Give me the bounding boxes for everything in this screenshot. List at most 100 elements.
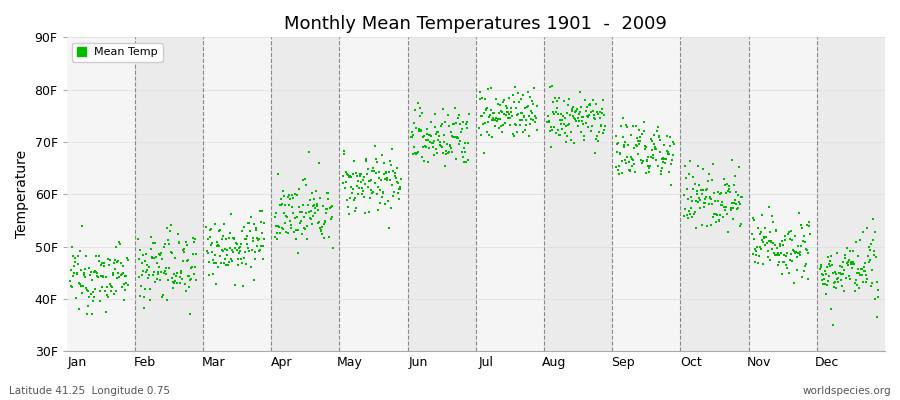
Point — [558, 114, 572, 121]
Point — [752, 230, 767, 237]
Point — [592, 115, 607, 121]
Point — [624, 154, 638, 160]
Point — [520, 104, 535, 110]
Point — [254, 242, 268, 249]
Point — [628, 169, 643, 175]
Point — [555, 126, 570, 132]
Point — [474, 94, 489, 101]
Point — [644, 154, 658, 160]
Point — [270, 235, 284, 242]
Point — [610, 149, 625, 156]
Point — [131, 235, 146, 242]
Point — [427, 152, 441, 158]
Point — [371, 184, 385, 191]
Point — [151, 264, 166, 270]
Point — [448, 134, 463, 140]
Bar — [612, 37, 680, 351]
Point — [303, 216, 318, 222]
Point — [567, 140, 581, 146]
Point — [802, 219, 816, 226]
Point — [206, 257, 220, 264]
Point — [231, 256, 246, 262]
Point — [178, 281, 193, 287]
Point — [591, 138, 606, 144]
Point — [341, 172, 356, 178]
Point — [755, 237, 770, 243]
Point — [324, 203, 338, 209]
Point — [501, 115, 516, 121]
Point — [681, 196, 696, 202]
Point — [429, 146, 444, 152]
Point — [98, 274, 112, 280]
Point — [824, 305, 839, 312]
Point — [791, 210, 806, 216]
Point — [291, 249, 305, 256]
Point — [865, 280, 879, 286]
Point — [94, 273, 108, 279]
Point — [638, 146, 652, 152]
Point — [293, 219, 308, 226]
Point — [629, 134, 643, 141]
Point — [818, 271, 832, 278]
Point — [284, 192, 299, 198]
Point — [783, 257, 797, 264]
Point — [793, 252, 807, 258]
Point — [496, 99, 510, 106]
Point — [623, 168, 637, 174]
Point — [275, 224, 290, 231]
Point — [68, 255, 82, 261]
Point — [577, 133, 591, 139]
Point — [814, 264, 828, 270]
Point — [724, 199, 739, 206]
Point — [763, 229, 778, 236]
Point — [547, 111, 562, 117]
Point — [316, 203, 330, 209]
Point — [225, 246, 239, 253]
Point — [785, 258, 799, 264]
Point — [491, 100, 505, 107]
Point — [790, 267, 805, 273]
Point — [500, 109, 515, 115]
Point — [371, 206, 385, 213]
Point — [338, 168, 353, 175]
Point — [415, 154, 429, 161]
Point — [508, 122, 523, 128]
Point — [835, 282, 850, 289]
Point — [210, 243, 224, 249]
Point — [277, 193, 292, 199]
Point — [375, 188, 390, 195]
Point — [723, 186, 737, 192]
Point — [292, 208, 307, 215]
Point — [472, 88, 487, 95]
Point — [248, 256, 262, 262]
Point — [112, 274, 127, 281]
Point — [726, 204, 741, 211]
Point — [231, 245, 246, 251]
Point — [452, 141, 466, 147]
Point — [580, 114, 595, 120]
Point — [854, 266, 868, 272]
Point — [436, 132, 451, 139]
Point — [761, 238, 776, 244]
Point — [827, 279, 842, 285]
Point — [860, 253, 875, 259]
Point — [488, 117, 502, 124]
Point — [67, 270, 81, 276]
Point — [779, 252, 794, 259]
Point — [237, 255, 251, 262]
Point — [841, 262, 855, 268]
Point — [572, 108, 587, 115]
Point — [518, 114, 532, 120]
Point — [230, 241, 244, 247]
Point — [647, 131, 662, 138]
Point — [420, 126, 435, 132]
Point — [587, 114, 601, 121]
Point — [271, 171, 285, 177]
Point — [437, 139, 452, 145]
Point — [179, 238, 194, 245]
Point — [409, 107, 423, 114]
Point — [764, 238, 778, 244]
Point — [216, 248, 230, 254]
Point — [835, 271, 850, 278]
Point — [590, 108, 604, 115]
